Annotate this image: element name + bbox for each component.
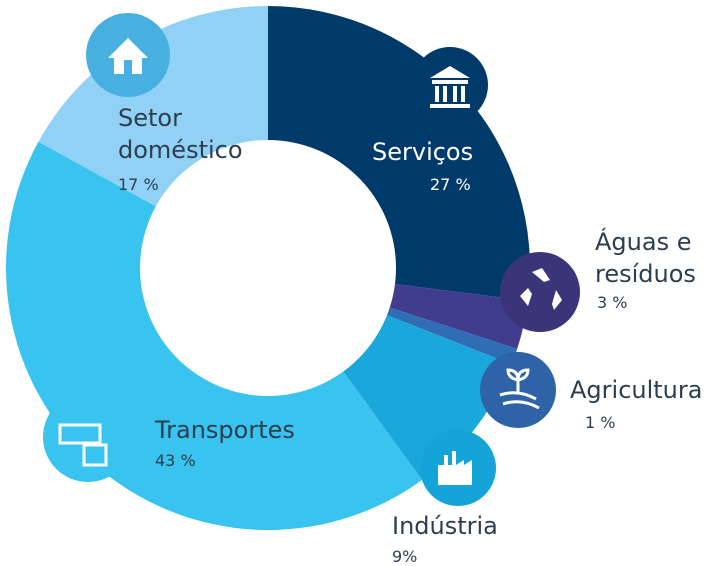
value-label: 43 % xyxy=(155,451,196,470)
icon-glyph xyxy=(108,38,148,74)
category-label: Agricultura xyxy=(570,376,702,404)
icon-transportes xyxy=(43,392,133,482)
value-label: 27 % xyxy=(430,175,471,194)
category-label: Transportes xyxy=(154,416,295,444)
category-label: Setor doméstico xyxy=(118,104,243,164)
icon-servicos xyxy=(412,47,488,123)
icon-glyph xyxy=(499,368,540,410)
value-label: 3 % xyxy=(597,293,627,312)
icon-glyph xyxy=(124,60,132,74)
icon-glyph xyxy=(430,66,470,108)
icons xyxy=(43,13,580,506)
icon-glyph xyxy=(520,268,562,310)
category-label: Águas e resíduos xyxy=(595,227,696,288)
value-label: 9% xyxy=(392,547,417,566)
category-label: Serviços xyxy=(372,138,473,166)
value-label: 17 % xyxy=(118,175,159,194)
icon-aguas xyxy=(500,252,580,332)
donut-hole xyxy=(140,140,396,396)
category-label: Indústria xyxy=(392,512,498,540)
icon-glyph xyxy=(438,451,472,485)
icon-glyph xyxy=(58,423,108,467)
value-label: 1 % xyxy=(585,413,615,432)
labels: Serviços 27 % Águas e resíduos 3 % Agricultur… xyxy=(118,104,702,566)
